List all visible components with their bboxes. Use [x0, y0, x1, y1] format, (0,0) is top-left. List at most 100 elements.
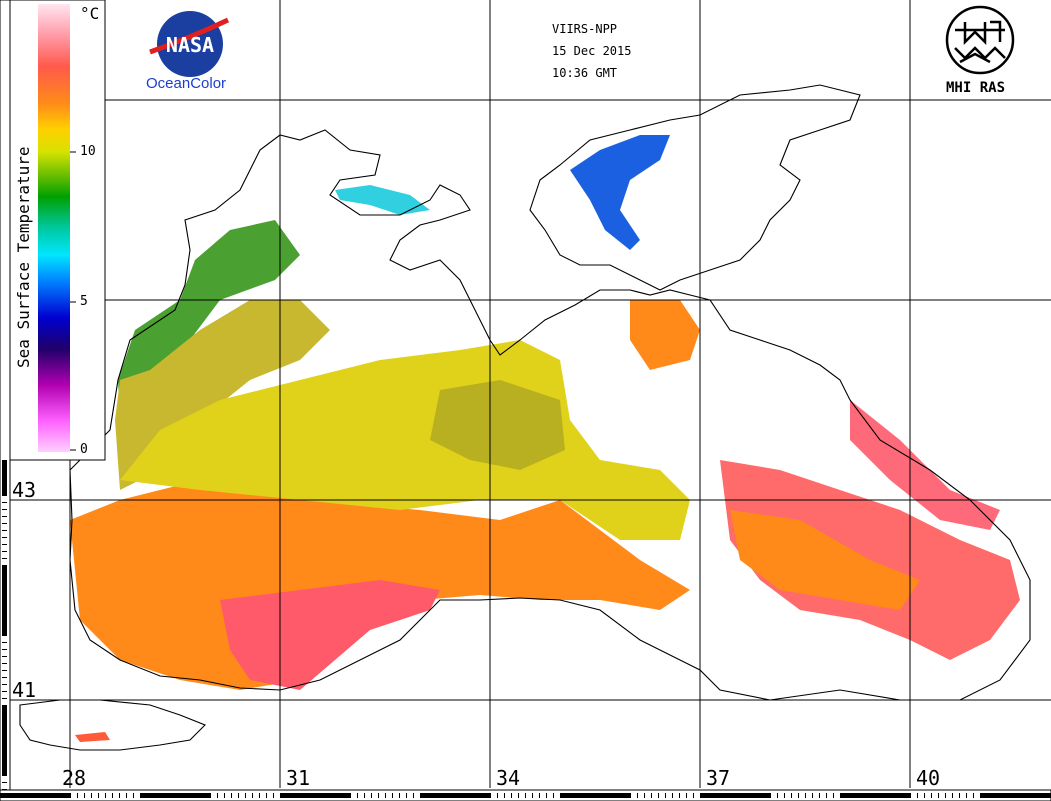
scale-tick — [791, 793, 792, 798]
scale-tick — [175, 793, 182, 798]
scale-tick — [2, 698, 7, 699]
time-label: 10:36 GMT — [552, 66, 618, 80]
scale-tick — [2, 551, 7, 552]
scale-tick — [798, 793, 799, 798]
scale-tick — [1029, 793, 1036, 798]
scale-tick — [511, 793, 512, 798]
scale-tick — [812, 793, 813, 798]
scale-tick — [49, 793, 56, 798]
lon-label-28: 28 — [62, 766, 87, 790]
scale-tick — [2, 537, 7, 538]
scale-tick — [364, 793, 365, 798]
sst-region-south-hot — [220, 580, 440, 690]
scale-tick — [763, 793, 770, 798]
scale-tick — [2, 593, 7, 600]
scale-tick — [2, 691, 7, 692]
scale-tick — [868, 793, 875, 798]
scale-tick — [399, 793, 400, 798]
sst-region-marmara — [75, 732, 110, 742]
scale-tick — [777, 793, 778, 798]
scale-tick — [686, 793, 687, 798]
scale-tick — [350, 793, 351, 798]
scale-tick — [658, 793, 659, 798]
scale-tick — [2, 467, 7, 474]
scale-tick — [462, 793, 469, 798]
scale-tick — [805, 793, 806, 798]
scale-tick — [28, 793, 35, 798]
scale-tick — [385, 793, 386, 798]
scale-tick — [679, 793, 680, 798]
scale-tick — [308, 793, 315, 798]
scale-tick — [749, 793, 756, 798]
lat-label-43: 43 — [12, 478, 37, 502]
bottom-scale-ticks — [0, 793, 1051, 798]
scale-tick — [161, 793, 168, 798]
scale-tick — [392, 793, 393, 798]
scale-tick — [2, 663, 7, 664]
scale-tick — [210, 793, 211, 798]
scale-tick — [2, 642, 7, 643]
coastline-turkey-west — [19, 699, 206, 751]
sensor-label: VIIRS-NPP — [552, 22, 618, 36]
scale-tick — [196, 793, 203, 798]
scale-tick — [2, 621, 7, 628]
scale-tick — [616, 793, 623, 798]
scale-tick — [861, 793, 868, 798]
scale-tick — [77, 793, 78, 798]
scale-tick — [56, 793, 63, 798]
scale-tick — [1043, 793, 1050, 798]
scale-tick — [91, 793, 92, 798]
scale-tick — [980, 793, 987, 798]
colorbar-title: Sea Surface Temperature — [14, 146, 33, 368]
scale-tick — [707, 793, 714, 798]
scale-tick — [588, 793, 595, 798]
scale-tick — [2, 670, 7, 671]
scale-tick — [2, 684, 7, 685]
mhi-logo — [945, 5, 1015, 75]
scale-tick — [2, 460, 7, 467]
coastline-black-sea — [69, 129, 1031, 701]
scale-tick — [2, 635, 7, 636]
scale-tick — [119, 793, 120, 798]
scale-tick — [602, 793, 609, 798]
lat-label-41: 41 — [12, 678, 37, 702]
sst-region-east-orange — [730, 510, 920, 610]
scale-tick — [7, 793, 14, 798]
scale-tick — [2, 502, 7, 503]
scale-tick — [2, 768, 7, 775]
lon-label-37: 37 — [706, 766, 731, 790]
scale-tick — [2, 628, 7, 635]
scale-tick — [2, 544, 7, 545]
scale-tick — [245, 793, 246, 798]
scale-tick — [987, 793, 994, 798]
scale-tick — [455, 793, 462, 798]
sst-region-central — [120, 340, 690, 540]
colorbar-tick-0: 0 — [80, 442, 88, 457]
colorbar-tick-10: 10 — [80, 144, 96, 159]
scale-tick — [2, 495, 7, 496]
scale-tick — [189, 793, 196, 798]
sst-data-layer — [70, 135, 1020, 742]
scale-tick — [672, 793, 673, 798]
scale-tick — [847, 793, 854, 798]
scale-tick — [2, 649, 7, 650]
scale-tick — [2, 579, 7, 586]
scale-tick — [854, 793, 861, 798]
scale-tick — [2, 614, 7, 621]
scale-tick — [546, 793, 547, 798]
scale-tick — [1008, 793, 1015, 798]
scale-tick — [700, 793, 707, 798]
scale-tick — [336, 793, 343, 798]
scale-tick — [42, 793, 49, 798]
scale-tick — [966, 793, 967, 798]
scale-tick — [497, 793, 498, 798]
date-label: 15 Dec 2015 — [552, 44, 632, 58]
scale-tick — [945, 793, 946, 798]
scale-tick — [896, 793, 903, 798]
scale-tick — [2, 677, 7, 678]
scale-tick — [287, 793, 294, 798]
scale-tick — [2, 726, 7, 733]
scale-tick — [217, 793, 218, 798]
